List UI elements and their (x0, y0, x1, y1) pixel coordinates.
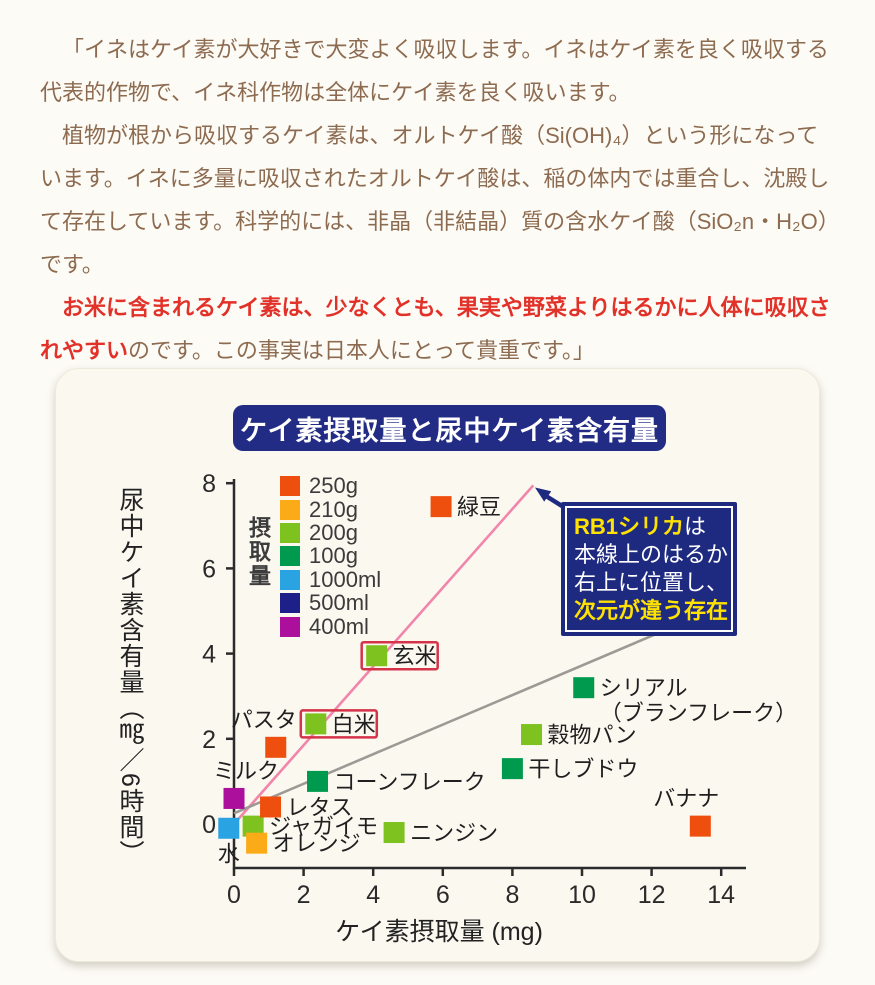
legend-item: 210g (280, 496, 381, 522)
y-tick-label: 6 (202, 555, 216, 583)
annotation-segment: 本線上のはるか (574, 542, 729, 567)
x-tick-label: 10 (568, 881, 596, 909)
legend-item: 100g (280, 543, 381, 569)
data-point (305, 713, 327, 735)
data-point (242, 815, 264, 837)
chart-title: ケイ素摂取量と尿中ケイ素含有量 (240, 415, 659, 446)
data-point (430, 496, 452, 518)
data-point-label: オレンジ (273, 831, 361, 856)
annotation-line: 本線上のはるか (574, 541, 731, 569)
data-point (573, 677, 595, 699)
y-tick-label: 2 (202, 726, 216, 754)
y-tick-label: 0 (202, 811, 216, 839)
data-point (246, 832, 268, 854)
legend-swatch-icon (280, 499, 300, 520)
legend-item: 1000ml (280, 566, 382, 592)
data-point-label: ジャガイモ (269, 814, 378, 839)
food-trend-line (233, 633, 656, 815)
data-point (218, 817, 240, 839)
data-point (265, 736, 287, 758)
intro-text: 「イネはケイ素が大好きで大変よく吸収します。イネはケイ素を良く吸収する代表的作物… (40, 28, 838, 372)
legend-label: 1000ml (309, 566, 382, 592)
legend-swatch-icon (280, 546, 300, 567)
legend: 摂取量 250g 210g 200g 100g 1000ml 500ml 400ml (242, 473, 382, 639)
highlight-box (299, 709, 379, 739)
annotation-segment: 次元が違う存在 (574, 598, 729, 623)
y-axis-label: 尿中ケイ素含有量（㎎／6時間） (116, 487, 144, 866)
intro-paragraph: お米に含まれるケイ素は、少なくとも、果実や野菜よりはるかに人体に吸収されやすいの… (40, 286, 838, 372)
chart-card: ケイ素摂取量と尿中ケイ素含有量 0 2 4 6 8 10 12 14 0 2 4 6 8 水 ミルクジャガイ… (55, 368, 820, 962)
data-point (223, 787, 245, 809)
legend-swatch-icon (280, 593, 300, 614)
legend-label: 250g (309, 473, 358, 499)
annotation-segment: 右上に位置し、 (574, 570, 729, 595)
legend-label: 100g (309, 543, 358, 569)
legend-item: 250g (280, 473, 381, 499)
intro-segment: お米に含まれるケイ素は、少なくとも、果実や野菜よりはるかに人体に吸収されやすい (40, 295, 831, 363)
data-point-label: パスタ (231, 707, 297, 732)
x-axis-label: ケイ素摂取量 (mg) (335, 918, 543, 946)
data-point-label: 玄米 (393, 644, 437, 669)
legend-item: 500ml (280, 590, 381, 616)
data-point-label: ミルク (213, 758, 279, 783)
annotation-line: RB1シリカは (574, 513, 731, 541)
annotation-box: RB1シリカは 本線上のはるか 右上に位置し、 次元が違う存在 (561, 502, 737, 636)
data-point-label: レタス (287, 795, 353, 820)
data-point-label: 干しブドウ (528, 757, 638, 782)
legend-swatch-icon (280, 476, 300, 497)
annotation-line: 右上に位置し、 (574, 569, 731, 597)
data-point-label: ニンジン (410, 821, 498, 846)
legend-label: 500ml (309, 590, 369, 616)
data-point (521, 724, 543, 746)
data-point-label: 水 (218, 841, 240, 866)
intro-paragraph: 「イネはケイ素が大好きで大変よく吸収します。イネはケイ素を良く吸収する代表的作物… (40, 28, 838, 114)
x-tick-label: 0 (227, 881, 241, 909)
y-tick-label: 4 (202, 641, 216, 669)
annotation-text: RB1シリカは 本線上のはるか 右上に位置し、 次元が違う存在 (574, 513, 731, 625)
x-tick-label: 4 (366, 881, 380, 909)
legend-rows: 250g 210g 200g 100g 1000ml 500ml 400ml (280, 473, 382, 639)
legend-label: 210g (309, 496, 358, 522)
legend-label: 400ml (309, 613, 369, 639)
legend-item: 400ml (280, 613, 381, 639)
x-tick-label: 12 (638, 881, 666, 909)
x-tick-label: 14 (707, 881, 735, 909)
data-point (307, 770, 329, 792)
legend-swatch-icon (280, 522, 300, 543)
data-point-label: コーンフレーク (334, 769, 486, 794)
legend-label: 200g (309, 519, 358, 545)
legend-swatch-icon (280, 616, 300, 637)
highlight-box (360, 640, 439, 671)
data-point-label-line2: （ブランフレーク） (600, 701, 797, 726)
data-point-label: 穀物パン (548, 723, 637, 748)
chart-title-badge: ケイ素摂取量と尿中ケイ素含有量 (233, 405, 666, 451)
x-tick-label: 8 (505, 881, 519, 909)
data-point-label: バナナ (653, 786, 719, 811)
data-point (383, 822, 405, 844)
legend-swatch-icon (280, 569, 300, 590)
annotation-line: 次元が違う存在 (574, 597, 731, 625)
legend-item: 200g (280, 519, 381, 545)
data-point-label: 白米 (332, 712, 376, 737)
data-point-label: 緑豆 (457, 495, 501, 520)
data-point (689, 815, 711, 837)
intro-segment: のです。この事実は日本人にとって貴重です。」 (128, 338, 595, 363)
annotation-segment: は (684, 514, 707, 539)
intro-segment: 植物が根から吸収するケイ素は、オルトケイ酸（Si(OH)₄）という形になっていま… (40, 123, 830, 277)
legend-title: 摂取量 (246, 516, 271, 588)
data-point (366, 645, 388, 667)
data-point-label: シリアル (600, 676, 688, 701)
x-tick-label: 6 (436, 881, 450, 909)
intro-paragraph: 植物が根から吸収するケイ素は、オルトケイ酸（Si(OH)₄）という形になっていま… (40, 114, 838, 286)
y-tick-label: 8 (202, 470, 216, 498)
data-point (501, 758, 523, 780)
annotation-segment: RB1シリカ (574, 514, 685, 539)
intro-segment: 「イネはケイ素が大好きで大変よく吸収します。イネはケイ素を良く吸収する代表的作物… (40, 37, 829, 105)
x-tick-label: 2 (297, 881, 311, 909)
data-point (260, 796, 282, 818)
